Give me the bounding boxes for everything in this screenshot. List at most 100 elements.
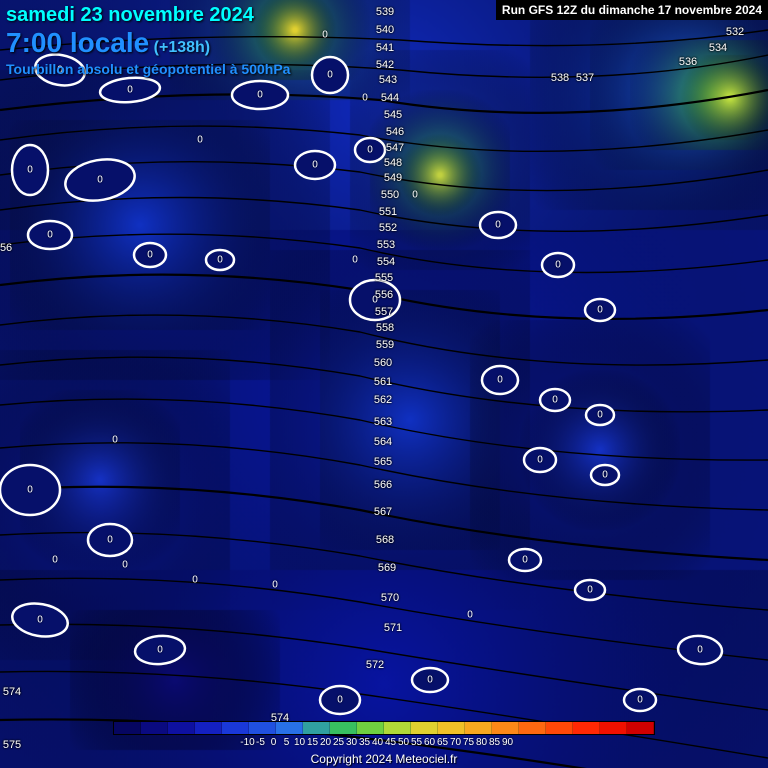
- geopotential-label: 575: [3, 739, 21, 751]
- zero-marker: 0: [147, 250, 153, 261]
- legend-swatch: [168, 722, 195, 734]
- forecast-header: samedi 23 novembre 2024 7:00 locale (+13…: [6, 4, 290, 77]
- color-legend: -10-505101520253035404550556065707580859…: [113, 721, 655, 748]
- geopotential-label: 553: [377, 239, 395, 251]
- legend-swatch: [384, 722, 411, 734]
- geopotential-label: 571: [384, 622, 402, 634]
- legend-swatch: [600, 722, 627, 734]
- legend-swatch: [357, 722, 384, 734]
- geopotential-label: 557: [375, 306, 393, 318]
- zero-marker: 0: [112, 435, 118, 446]
- zero-marker: 0: [537, 455, 543, 466]
- zero-marker: 0: [192, 575, 198, 586]
- zero-marker: 0: [372, 295, 378, 306]
- weather-map: 5395405415325345365425435445385375455465…: [0, 0, 768, 768]
- geopotential-label: 532: [726, 26, 744, 38]
- geopotential-label: 537: [576, 72, 594, 84]
- legend-swatch: [276, 722, 303, 734]
- zero-marker: 0: [257, 90, 263, 101]
- geopotential-label: 543: [379, 74, 397, 86]
- zero-marker: 0: [27, 485, 33, 496]
- geopotential-label: 541: [376, 42, 394, 54]
- zero-marker: 0: [467, 610, 473, 621]
- zero-marker: 0: [552, 395, 558, 406]
- zero-marker: 0: [497, 375, 503, 386]
- zero-marker: 0: [602, 470, 608, 481]
- geopotential-label: 536: [679, 56, 697, 68]
- geopotential-label: 568: [376, 534, 394, 546]
- legend-swatch: [195, 722, 222, 734]
- legend-swatch: [573, 722, 600, 734]
- zero-marker: 0: [107, 535, 113, 546]
- geopotential-label: 544: [381, 92, 399, 104]
- geopotential-label: 570: [381, 592, 399, 604]
- legend-tick: 90: [495, 737, 521, 748]
- zero-marker: 0: [27, 165, 33, 176]
- zero-marker: 0: [157, 645, 163, 656]
- zero-marker: 0: [37, 615, 43, 626]
- geopotential-label: 574: [3, 686, 21, 698]
- geopotential-label: 569: [378, 562, 396, 574]
- copyright-text: Copyright 2024 Meteociel.fr: [311, 752, 458, 766]
- legend-swatch: [438, 722, 465, 734]
- geopotential-label: 572: [366, 659, 384, 671]
- zero-marker: 0: [272, 580, 278, 591]
- zero-marker: 0: [337, 695, 343, 706]
- geopotential-label: 552: [379, 222, 397, 234]
- zero-marker: 0: [127, 85, 133, 96]
- legend-swatch: [303, 722, 330, 734]
- zero-marker: 0: [52, 555, 58, 566]
- geopotential-label: 562: [374, 394, 392, 406]
- zero-marker: 0: [97, 175, 103, 186]
- model-run-info: Run GFS 12Z du dimanche 17 novembre 2024: [496, 0, 768, 20]
- geopotential-label: 546: [386, 126, 404, 138]
- legend-swatch: [330, 722, 357, 734]
- geopotential-label: 534: [709, 42, 727, 54]
- legend-swatch: [492, 722, 519, 734]
- zero-marker: 0: [427, 675, 433, 686]
- legend-swatch: [519, 722, 546, 734]
- geopotential-label: 554: [377, 256, 395, 268]
- zero-marker: 0: [47, 230, 53, 241]
- forecast-date: samedi 23 novembre 2024: [6, 4, 290, 27]
- zero-marker: 0: [322, 30, 328, 41]
- legend-swatch: [222, 722, 249, 734]
- geopotential-label: 547: [386, 142, 404, 154]
- geopotential-label: 567: [374, 506, 392, 518]
- geopotential-label: 556: [0, 242, 12, 254]
- zero-marker: 0: [327, 70, 333, 81]
- geopotential-label: 564: [374, 436, 392, 448]
- geopotential-label: 561: [374, 376, 392, 388]
- legend-swatch: [465, 722, 492, 734]
- legend-swatch: [114, 722, 141, 734]
- forecast-time: 7:00 locale: [6, 27, 149, 59]
- geopotential-label: 565: [374, 456, 392, 468]
- zero-marker: 0: [362, 93, 368, 104]
- color-swatches: [113, 721, 655, 735]
- geopotential-label: 563: [374, 416, 392, 428]
- geopotential-label: 549: [384, 172, 402, 184]
- geopotential-label: 538: [551, 72, 569, 84]
- zero-marker: 0: [522, 555, 528, 566]
- legend-swatch: [249, 722, 276, 734]
- forecast-offset: (+138h): [154, 39, 210, 56]
- zero-marker: 0: [555, 260, 561, 271]
- geopotential-label: 539: [376, 6, 394, 18]
- zero-marker: 0: [367, 145, 373, 156]
- color-ticks: -10-505101520253035404550556065707580859…: [248, 737, 521, 748]
- legend-swatch: [627, 722, 654, 734]
- zero-marker: 0: [587, 585, 593, 596]
- geopotential-label: 558: [376, 322, 394, 334]
- geopotential-label: 555: [375, 272, 393, 284]
- zero-marker: 0: [495, 220, 501, 231]
- zero-marker: 0: [312, 160, 318, 171]
- geopotential-label: 566: [374, 479, 392, 491]
- zero-marker: 0: [597, 410, 603, 421]
- geopotential-label: 551: [379, 206, 397, 218]
- geopotential-label: 545: [384, 109, 402, 121]
- geopotential-label: 560: [374, 357, 392, 369]
- zero-vorticity-contours: [0, 51, 723, 714]
- geopotential-label: 550: [381, 189, 399, 201]
- legend-swatch: [141, 722, 168, 734]
- legend-swatch: [546, 722, 573, 734]
